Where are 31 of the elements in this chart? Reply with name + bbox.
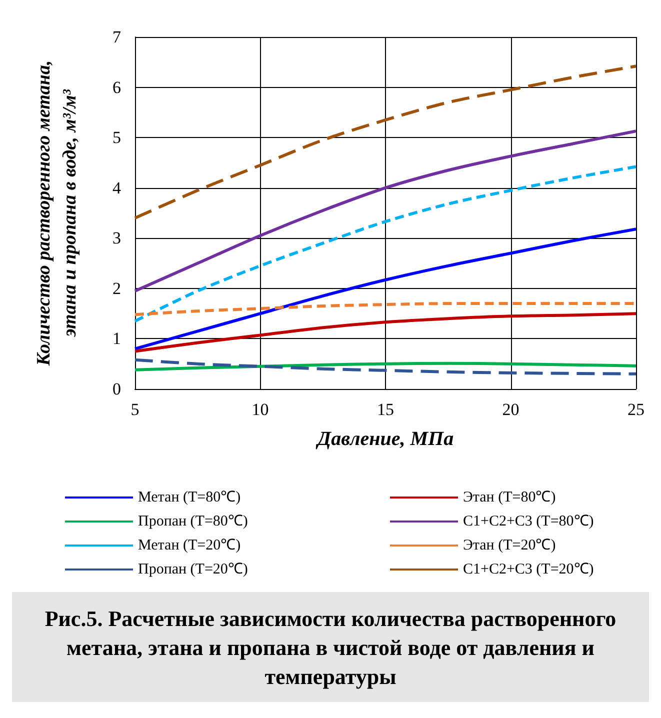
text: Рис.5. Расчетные зависимости количества растворенного метана, этана и пропана в чистой воде от давления и температуры bbox=[44, 604, 618, 690]
line-series bbox=[134, 64, 638, 220]
line-series bbox=[134, 165, 638, 323]
y-tick-label: 3 bbox=[112, 228, 121, 248]
legend-label: Пропан (Т=80℃) bbox=[138, 514, 248, 530]
y-tick-label: 2 bbox=[112, 278, 121, 298]
legend-label: Пропан (Т=20℃) bbox=[138, 562, 248, 578]
line-series bbox=[134, 358, 638, 376]
line-series bbox=[134, 312, 638, 353]
legend-label: Этан (Т=80℃) bbox=[463, 490, 556, 506]
x-tick-label: 20 bbox=[502, 400, 520, 419]
legend-label: С1+С2+С3 (Т=20℃) bbox=[463, 562, 594, 578]
x-tick-label: 15 bbox=[377, 400, 394, 419]
x-tick-label: 10 bbox=[252, 400, 269, 419]
y-tick-label: 5 bbox=[112, 128, 121, 148]
legend-label: Этан (Т=20℃) bbox=[463, 538, 556, 554]
line-series bbox=[134, 228, 638, 350]
x-tick-label: 5 bbox=[130, 400, 140, 419]
y-tick-label: 1 bbox=[112, 329, 121, 348]
line-series bbox=[134, 130, 638, 292]
y-tick-label: 6 bbox=[112, 78, 121, 97]
y-tick-label: 4 bbox=[112, 178, 122, 198]
legend-label: С1+С2+С3 (Т=80℃) bbox=[463, 514, 594, 530]
legend-label: Метан (Т=80℃) bbox=[138, 490, 241, 506]
x-tick-label: 25 bbox=[628, 400, 644, 419]
y-axis-title: Количество растворенного метана, этана и пропана в воде, м³/м³ bbox=[34, 60, 80, 367]
line-series bbox=[134, 362, 638, 372]
y-tick-label: 0 bbox=[112, 380, 121, 398]
x-axis-title: Давление, МПа bbox=[315, 428, 454, 450]
y-tick-label: 7 bbox=[112, 28, 122, 46]
legend-label: Метан (Т=20℃) bbox=[138, 538, 241, 554]
